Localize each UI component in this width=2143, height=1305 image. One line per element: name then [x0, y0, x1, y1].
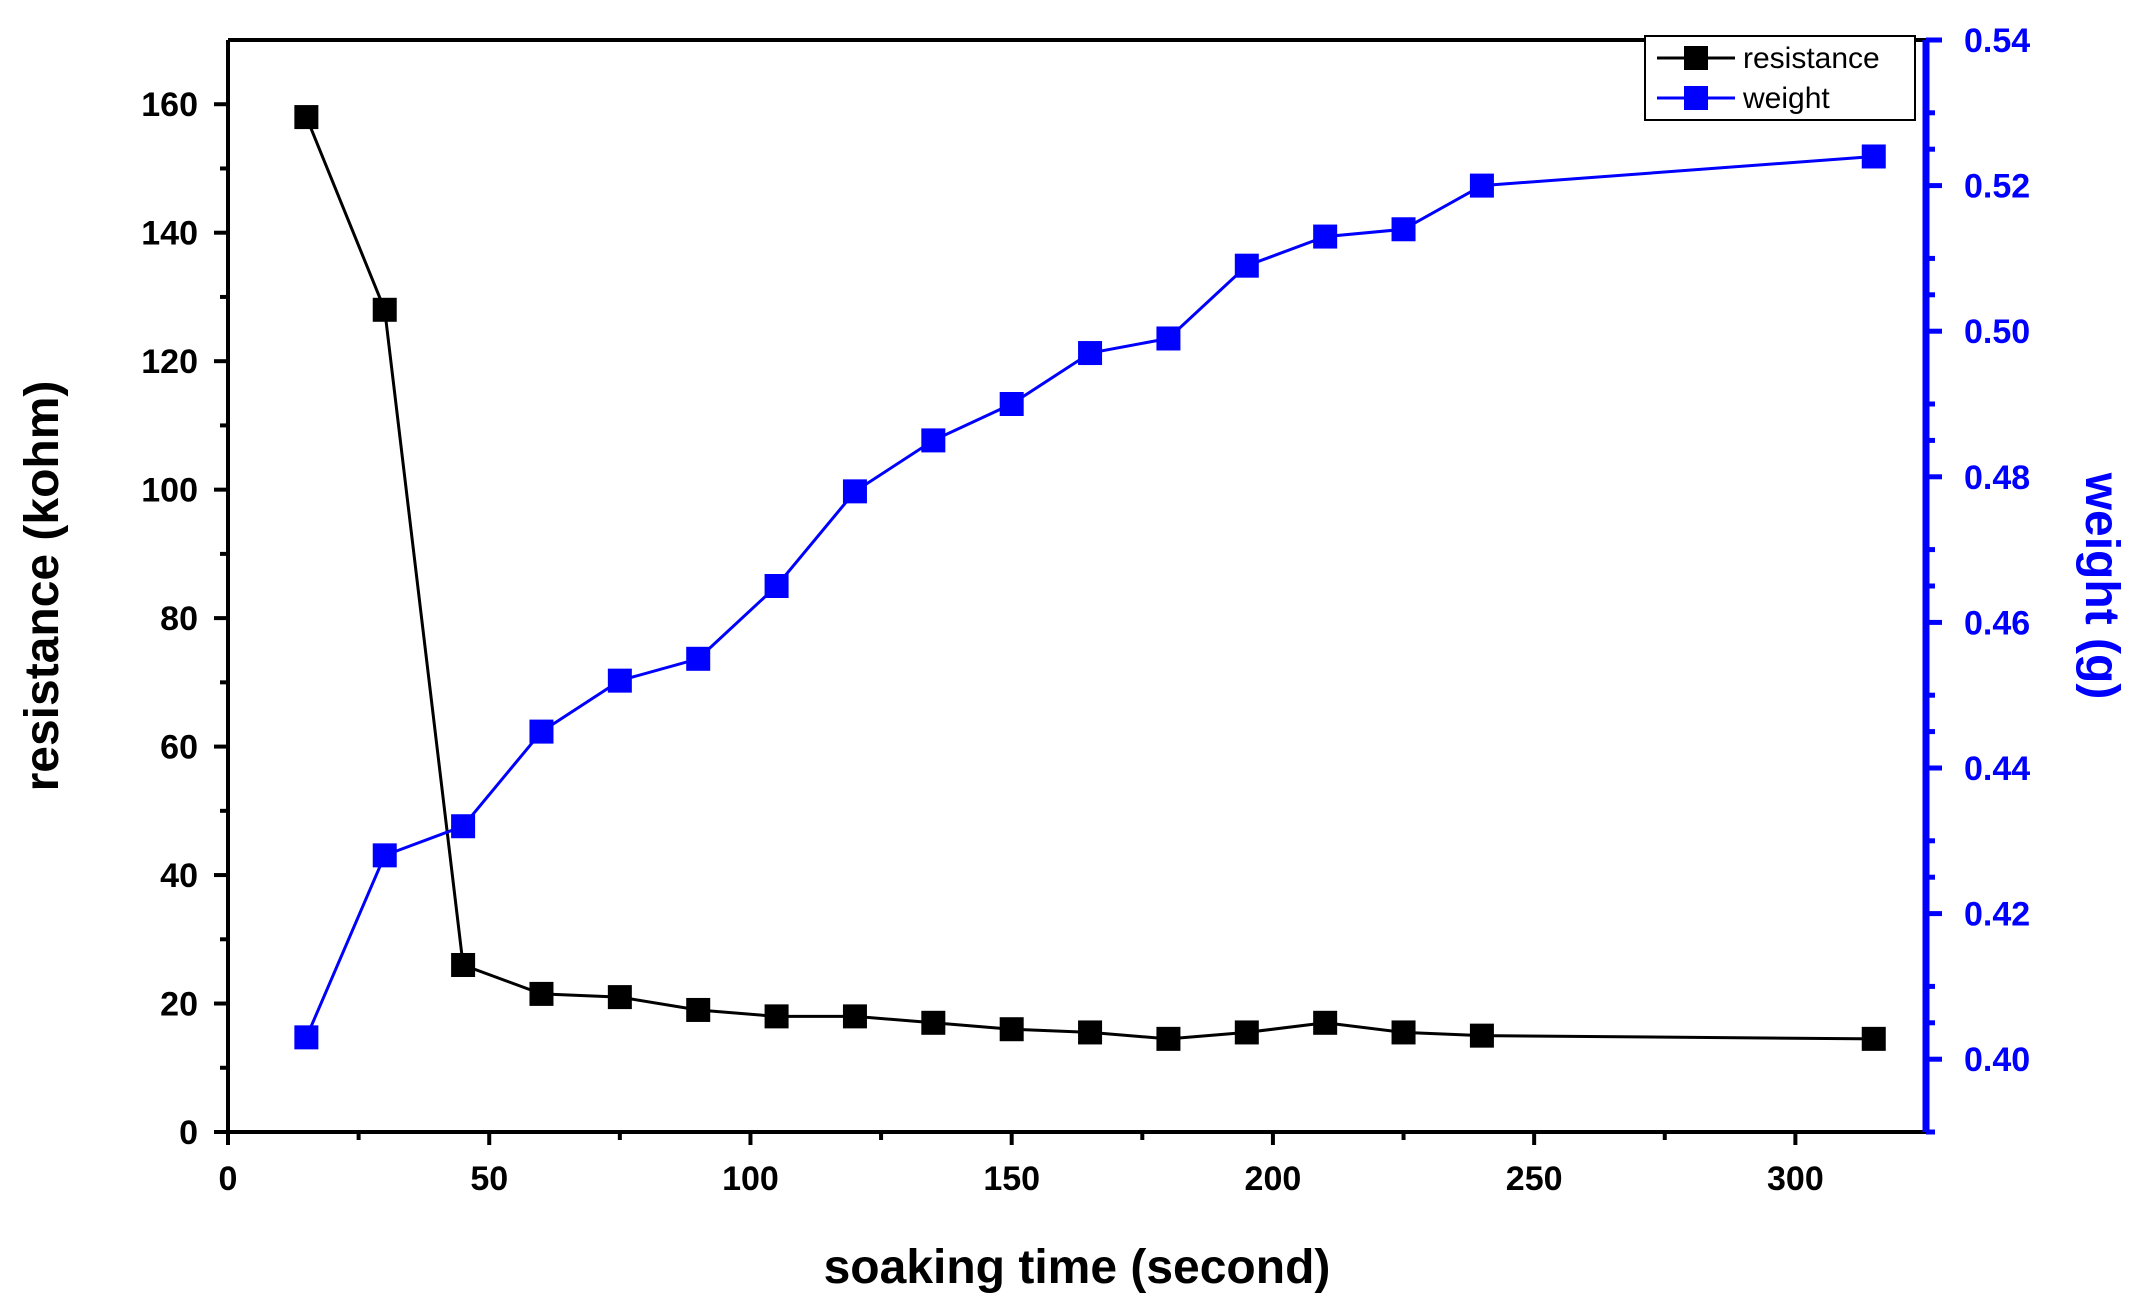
y2-tick-label: 0.46: [1964, 604, 2030, 642]
resistance-point: [1234, 1020, 1259, 1045]
resistance-point: [999, 1017, 1024, 1042]
resistance-point: [451, 952, 476, 977]
weight-point: [1156, 326, 1181, 351]
resistance-point: [764, 1004, 789, 1029]
series-line-resistance: [305, 116, 1874, 1041]
y2-tick-label: 0.54: [1964, 22, 2030, 60]
weight-point: [1078, 341, 1103, 366]
x-axis-title: soaking time (second): [824, 1241, 1331, 1294]
y-tick-label: 60: [160, 729, 198, 767]
weight-point: [1469, 173, 1494, 198]
resistance-point: [1391, 1020, 1416, 1045]
weight-point: [1391, 217, 1416, 242]
legend-label: resistance: [1743, 42, 1880, 75]
resistance-point: [1313, 1010, 1338, 1035]
x-tick-label: 250: [1506, 1160, 1563, 1198]
weight-point: [999, 392, 1024, 416]
resistance-point: [686, 997, 711, 1022]
weight-point: [294, 1025, 319, 1050]
y2-tick-label: 0.40: [1964, 1041, 2030, 1079]
legend-label: weight: [1742, 82, 1830, 115]
y-tick-label: 100: [141, 472, 198, 510]
weight-point: [451, 814, 476, 839]
x-tick-label: 50: [470, 1160, 508, 1198]
y2-axis-title: weight (g): [2075, 472, 2128, 700]
weight-point: [921, 428, 946, 453]
y-tick-label: 0: [179, 1114, 198, 1152]
y2-tick-label: 0.42: [1964, 896, 2030, 934]
x-tick-label: 100: [722, 1160, 779, 1198]
resistance-point: [607, 985, 632, 1010]
weight-point: [686, 646, 711, 671]
y2-tick-label: 0.52: [1964, 168, 2030, 206]
resistance-point: [842, 1004, 867, 1029]
weight-point: [372, 843, 397, 868]
resistance-point: [1469, 1023, 1494, 1048]
y-tick-label: 140: [141, 215, 198, 253]
x-tick-label: 150: [983, 1160, 1040, 1198]
weight-point: [1313, 224, 1338, 249]
y-tick-label: 160: [141, 86, 198, 124]
y-tick-label: 20: [160, 986, 198, 1024]
y-tick-label: 40: [160, 857, 198, 895]
x-tick-label: 0: [219, 1160, 238, 1198]
weight-point: [842, 479, 867, 504]
resistance-point: [294, 105, 319, 130]
resistance-point: [372, 297, 397, 322]
weight-point: [529, 719, 554, 744]
y2-tick-label: 0.50: [1964, 313, 2030, 351]
y-tick-label: 120: [141, 343, 198, 381]
resistance-point: [1156, 1026, 1181, 1051]
weight-point: [764, 574, 789, 598]
y2-tick-label: 0.44: [1964, 750, 2030, 788]
weight-point: [1234, 253, 1259, 278]
y-tick-label: 80: [160, 600, 198, 638]
legend-swatch-marker: [1684, 86, 1708, 110]
y-axis-title: resistance (kohm): [16, 381, 69, 792]
legend-swatch-marker: [1684, 46, 1708, 70]
series-line-weight: [305, 155, 1874, 1038]
resistance-point: [1078, 1020, 1103, 1045]
x-tick-label: 200: [1245, 1160, 1302, 1198]
resistance-point: [529, 981, 554, 1006]
resistance-point: [1861, 1026, 1886, 1051]
weight-point: [607, 668, 632, 693]
x-tick-label: 300: [1767, 1160, 1824, 1198]
weight-point: [1861, 144, 1886, 169]
y2-tick-label: 0.48: [1964, 459, 2030, 497]
resistance-point: [921, 1010, 946, 1035]
